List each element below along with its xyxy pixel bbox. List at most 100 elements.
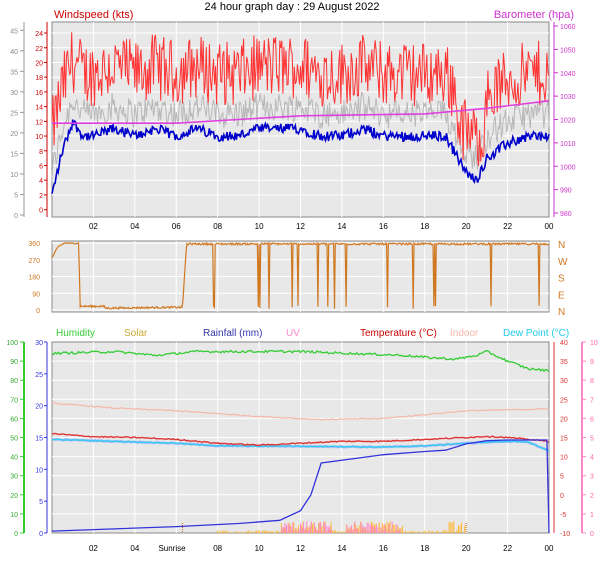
x-tick-label-temperature: 20 bbox=[462, 544, 471, 553]
tick-label-outer: 10 bbox=[10, 172, 18, 179]
tick-label-temperature: 40 bbox=[560, 340, 568, 347]
x-tick-label-wind: 14 bbox=[337, 222, 346, 231]
tick-label-outer: 45 bbox=[10, 28, 18, 35]
tick-label-baro: 990 bbox=[560, 188, 572, 195]
x-tick-label-wind: 20 bbox=[462, 222, 471, 231]
x-tick-label-wind: 02 bbox=[89, 222, 98, 231]
x-tick-label-wind: 00 bbox=[545, 222, 554, 231]
x-tick-label-wind: 10 bbox=[255, 222, 264, 231]
tick-label-temperature: 5 bbox=[560, 474, 564, 481]
tick-label-compass: N bbox=[558, 240, 565, 251]
tick-label-uv: 7 bbox=[590, 397, 594, 404]
tick-label-rain: 5 bbox=[39, 499, 43, 506]
tick-label-knots: 24 bbox=[35, 31, 43, 38]
x-tick-label-wind: 12 bbox=[296, 222, 305, 231]
tick-label-uv: 10 bbox=[590, 340, 598, 347]
tick-label-humidity: 0 bbox=[14, 531, 18, 538]
tick-label-compass: N bbox=[558, 307, 565, 318]
x-tick-label-temperature: 18 bbox=[420, 544, 429, 553]
tick-label-humidity: 70 bbox=[10, 397, 18, 404]
x-tick-label-wind: 04 bbox=[130, 222, 139, 231]
series-rainfall-line bbox=[51, 439, 550, 534]
tick-label-rain: 20 bbox=[35, 404, 43, 411]
sunrise-label: Sunrise bbox=[158, 544, 186, 553]
tick-label-uv: 6 bbox=[590, 416, 594, 423]
tick-label-outer: 40 bbox=[10, 49, 18, 56]
tick-label-knots: 2 bbox=[39, 193, 43, 200]
tick-label-uv: 2 bbox=[590, 493, 594, 500]
tick-label-humidity: 20 bbox=[10, 493, 18, 500]
x-tick-label-temperature: 12 bbox=[296, 544, 305, 553]
tick-label-baro: 1030 bbox=[560, 94, 576, 101]
tick-label-uv: 1 bbox=[590, 512, 594, 519]
legend-6: Dew Point (°C) bbox=[503, 328, 569, 339]
tick-label-outer: 5 bbox=[14, 192, 18, 199]
tick-label-direction: 360 bbox=[28, 241, 40, 248]
legend-0: Humidity bbox=[56, 328, 95, 339]
tick-label-knots: 8 bbox=[39, 149, 43, 156]
tick-label-baro: 1060 bbox=[560, 24, 576, 31]
x-tick-label-temperature: 16 bbox=[379, 544, 388, 553]
tick-label-knots: 12 bbox=[35, 119, 43, 126]
tick-label-outer: 20 bbox=[10, 131, 18, 138]
tick-label-knots: 0 bbox=[39, 208, 43, 215]
tick-label-rain: 15 bbox=[35, 436, 43, 443]
tick-label-rain: 0 bbox=[39, 531, 43, 538]
tick-label-temperature: -10 bbox=[560, 531, 570, 538]
tick-label-uv: 3 bbox=[590, 474, 594, 481]
tick-label-knots: 16 bbox=[35, 90, 43, 97]
tick-label-outer: 25 bbox=[10, 110, 18, 117]
tick-label-outer: 15 bbox=[10, 151, 18, 158]
page-title: 24 hour graph day : 29 August 2022 bbox=[205, 1, 380, 13]
x-tick-label-wind: 22 bbox=[503, 222, 512, 231]
tick-label-knots: 22 bbox=[35, 46, 43, 53]
tick-label-direction: 180 bbox=[28, 275, 40, 282]
tick-label-compass: E bbox=[558, 290, 565, 301]
tick-label-temperature: -5 bbox=[560, 512, 566, 519]
tick-label-temperature: 10 bbox=[560, 455, 568, 462]
x-tick-label-temperature: 22 bbox=[503, 544, 512, 553]
series-humidity-line bbox=[51, 349, 550, 373]
legend-5: Indoor bbox=[450, 328, 479, 339]
tick-label-humidity: 10 bbox=[10, 512, 18, 519]
legend-4: Temperature (°C) bbox=[360, 328, 437, 339]
x-tick-label-temperature: 04 bbox=[130, 544, 139, 553]
tick-label-knots: 18 bbox=[35, 75, 43, 82]
tick-label-temperature: 25 bbox=[560, 397, 568, 404]
series-barometer-line bbox=[52, 100, 550, 124]
series-direction-line bbox=[51, 241, 550, 310]
tick-label-humidity: 40 bbox=[10, 455, 18, 462]
tick-label-humidity: 30 bbox=[10, 474, 18, 481]
x-tick-label-wind: 18 bbox=[420, 222, 429, 231]
series-indoor-line bbox=[51, 402, 550, 421]
tick-label-humidity: 60 bbox=[10, 416, 18, 423]
x-tick-label-temperature: 00 bbox=[545, 544, 554, 553]
tick-label-direction: 0 bbox=[36, 308, 40, 315]
tick-label-knots: 20 bbox=[35, 60, 43, 67]
tick-label-temperature: 15 bbox=[560, 436, 568, 443]
legend-1: Solar bbox=[124, 328, 148, 339]
x-tick-label-temperature: 08 bbox=[213, 544, 222, 553]
x-tick-label-temperature: 02 bbox=[89, 544, 98, 553]
tick-label-uv: 5 bbox=[590, 436, 594, 443]
tick-label-temperature: 0 bbox=[560, 493, 564, 500]
x-tick-label-temperature: 14 bbox=[337, 544, 346, 553]
legend-windspeed: Windspeed (kts) bbox=[54, 9, 133, 21]
tick-label-knots: 6 bbox=[39, 163, 43, 170]
tick-label-outer: 0 bbox=[14, 213, 18, 220]
tick-label-compass: S bbox=[558, 274, 565, 285]
tick-label-baro: 1040 bbox=[560, 71, 576, 78]
tick-label-temperature: 20 bbox=[560, 416, 568, 423]
tick-label-direction: 270 bbox=[28, 258, 40, 265]
tick-label-humidity: 90 bbox=[10, 359, 18, 366]
tick-label-outer: 35 bbox=[10, 69, 18, 76]
tick-label-humidity: 100 bbox=[6, 340, 18, 347]
tick-label-baro: 1010 bbox=[560, 141, 576, 148]
x-tick-label-wind: 06 bbox=[172, 222, 181, 231]
tick-label-knots: 14 bbox=[35, 105, 43, 112]
tick-label-direction: 90 bbox=[32, 291, 40, 298]
tick-label-uv: 4 bbox=[590, 455, 594, 462]
tick-label-rain: 25 bbox=[35, 372, 43, 379]
x-tick-label-wind: 16 bbox=[379, 222, 388, 231]
